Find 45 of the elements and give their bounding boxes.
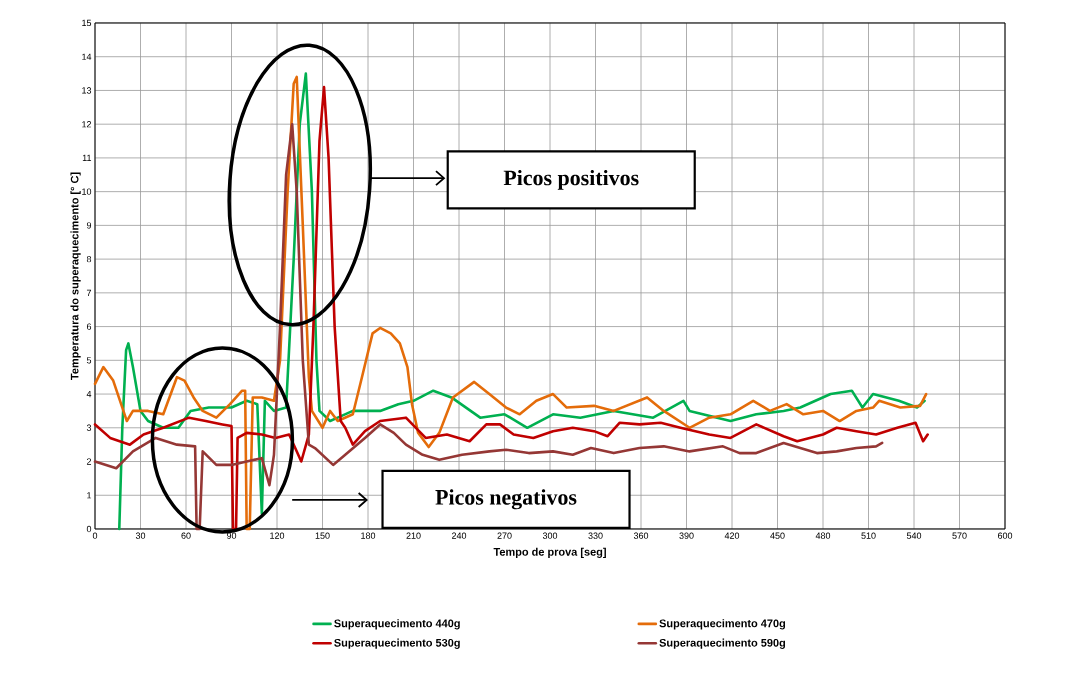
annotation: Picos negativos [435,489,577,510]
y-tick-label: 8 [86,255,92,263]
y-tick-label: 10 [82,188,92,195]
x-tick-label: 450 [770,532,785,539]
x-tick-label: 240 [451,532,467,539]
x-tick-label: 60 [181,532,191,539]
x-tick-label: 540 [906,532,922,539]
x-tick-label: 390 [679,532,694,539]
x-axis-title: Tempo de prova [seg] [493,547,606,558]
y-tick-label: 12 [82,121,92,128]
x-tick-label: 510 [861,532,876,539]
x-tick-label: 30 [135,532,146,539]
y-tick-label: 15 [82,19,92,27]
x-tick-label: 570 [952,532,967,539]
y-tick-label: 3 [86,424,92,431]
x-tick-label: 150 [315,532,330,539]
y-tick-label: 0 [86,525,92,533]
x-tick-label: 270 [497,532,512,539]
y-tick-label: 1 [87,492,92,499]
x-tick-label: 330 [588,532,603,539]
x-tick-label: 180 [361,532,376,539]
legend-label: Superaquecimento 590g [659,638,786,649]
y-tick-label: 13 [82,87,92,94]
y-axis-title: Temperatura do superaquecimento [° C] [70,172,81,380]
y-tick-label: 4 [86,390,92,398]
annotation: Picos positivos [503,169,639,190]
x-tick-label: 600 [997,532,1013,539]
legend-label: Superaquecimento 470g [659,619,786,630]
legend-label: Superaquecimento 440g [334,619,460,630]
y-tick-label: 7 [86,289,92,296]
legend-label: Superaquecimento 530g [334,638,460,649]
y-tick-label: 6 [86,323,92,330]
y-tick-label: 11 [82,154,92,161]
x-tick-label: 360 [633,532,649,539]
x-tick-label: 480 [815,532,831,539]
y-tick-label: 2 [86,458,92,465]
x-tick-label: 90 [226,532,237,539]
y-tick-label: 14 [82,53,92,60]
x-tick-label: 210 [406,532,421,539]
x-tick-label: 420 [724,532,740,539]
y-tick-label: 5 [86,357,92,364]
x-tick-label: 300 [542,532,558,539]
y-tick-label: 9 [86,222,92,229]
x-tick-label: 0 [92,532,98,539]
x-tick-label: 120 [270,532,285,539]
